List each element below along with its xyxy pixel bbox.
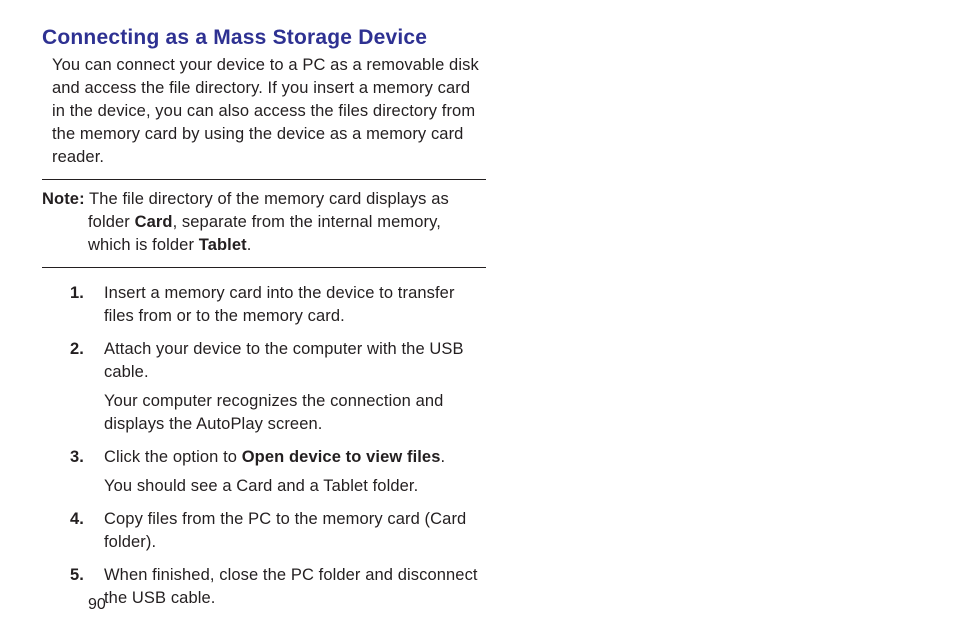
step-2-text-b: Your computer recognizes the connection … (104, 390, 482, 436)
step-3-pre: Click the option to (104, 448, 242, 466)
text-column: Connecting as a Mass Storage Device You … (42, 26, 482, 610)
section-heading: Connecting as a Mass Storage Device (42, 26, 482, 50)
step-4: Copy files from the PC to the memory car… (60, 508, 482, 554)
document-page: Connecting as a Mass Storage Device You … (0, 0, 954, 636)
note-text-3: . (247, 236, 252, 254)
step-1-text: Insert a memory card into the device to … (104, 284, 455, 325)
intro-paragraph: You can connect your device to a PC as a… (52, 54, 482, 169)
step-2: Attach your device to the computer with … (60, 338, 482, 436)
note-label: Note: (42, 190, 85, 208)
page-number: 90 (88, 596, 106, 614)
divider-top (42, 179, 486, 180)
step-3: Click the option to Open device to view … (60, 446, 482, 498)
step-3-text-b: You should see a Card and a Tablet folde… (104, 475, 482, 498)
step-5: When finished, close the PC folder and d… (60, 564, 482, 610)
note-paragraph: Note: The file directory of the memory c… (42, 188, 482, 257)
step-3-bold: Open device to view files (242, 448, 441, 466)
divider-bottom (42, 267, 486, 268)
step-3-post: . (441, 448, 446, 466)
step-4-text: Copy files from the PC to the memory car… (104, 510, 466, 551)
note-bold-card: Card (135, 213, 173, 231)
note-bold-tablet: Tablet (199, 236, 247, 254)
step-1: Insert a memory card into the device to … (60, 282, 482, 328)
step-2-text-a: Attach your device to the computer with … (104, 340, 464, 381)
steps-list: Insert a memory card into the device to … (60, 282, 482, 610)
step-5-text: When finished, close the PC folder and d… (104, 566, 478, 607)
